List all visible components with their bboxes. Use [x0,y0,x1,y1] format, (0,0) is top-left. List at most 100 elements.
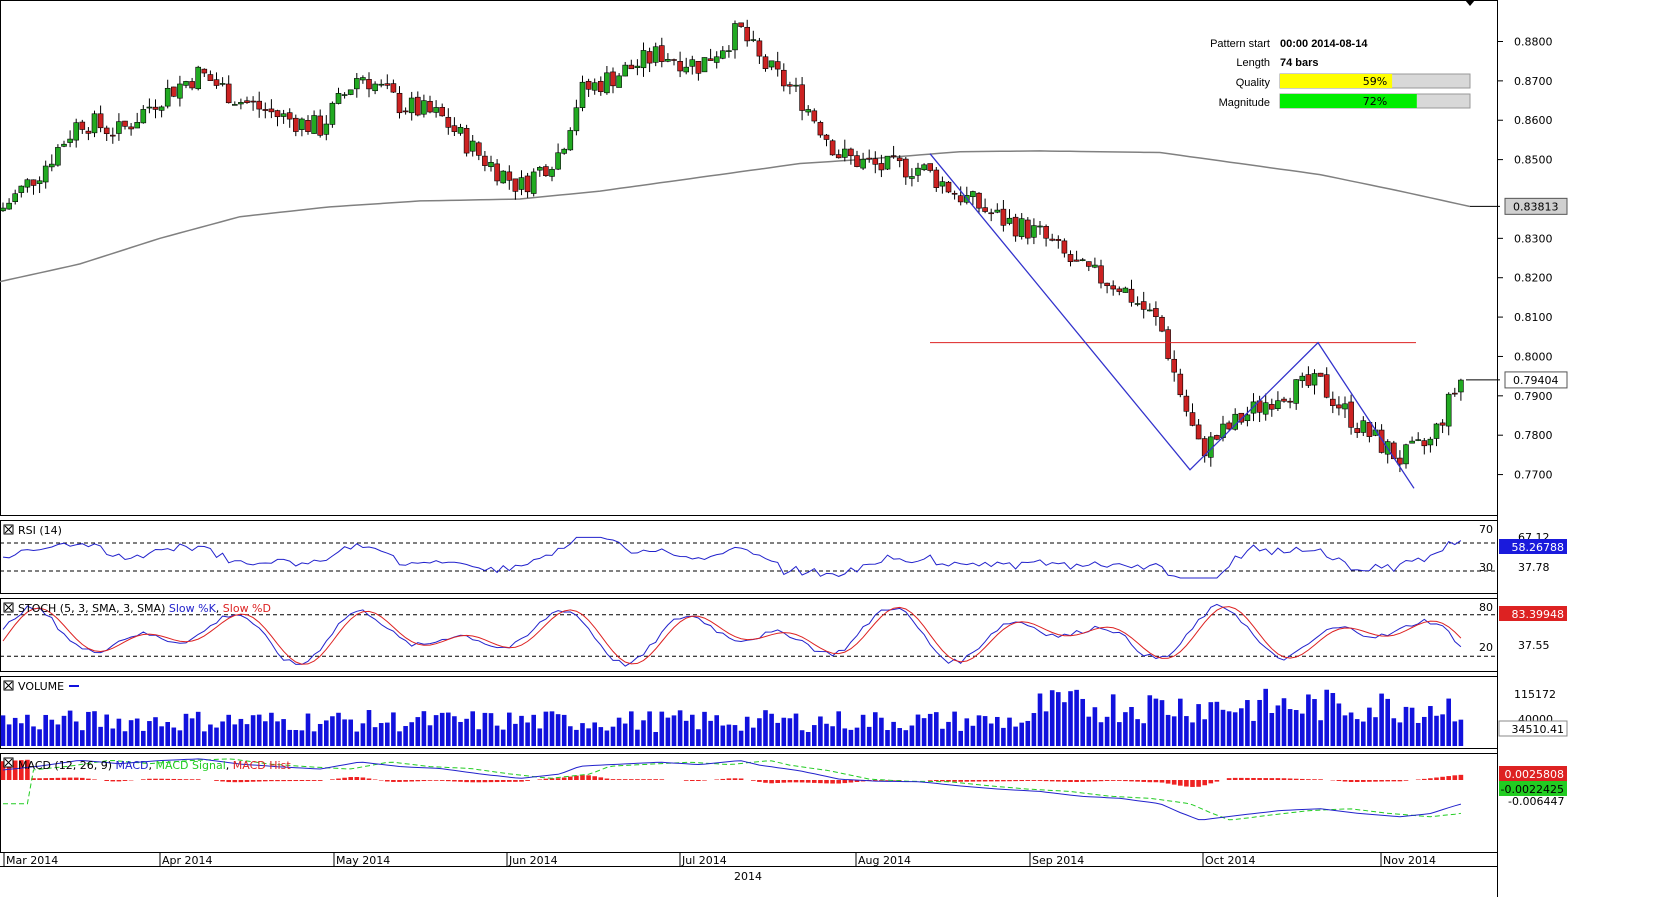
candle-body [634,65,641,68]
rsi-mid-label: 37.78 [1518,561,1550,574]
macd-hist-bar [580,775,585,780]
candle-body [225,83,232,104]
rsi-close-icon-x [4,525,13,534]
volume-bar [1275,705,1281,746]
volume-bar [305,713,311,746]
candle-body [219,83,226,85]
macd-hist-bar [793,780,799,783]
stoch-label: STOCH (5, 3, SMA, 3, SMA) [18,602,165,615]
macd-hist-bar [305,780,311,781]
macd-hist-bar [775,780,780,783]
volume-bar [195,711,201,746]
volume-bar [427,725,433,746]
candle-body [982,207,988,212]
macd-hist-bar [1074,780,1079,782]
candle-body [195,66,201,90]
candle-body [329,102,336,125]
candle-body [1171,358,1177,373]
candle-body [42,165,49,183]
macd-hist-bar [1275,778,1281,780]
candle-body [439,107,446,117]
candle-body [512,178,519,192]
macd-hist-bar [1281,778,1287,780]
volume-bar [86,711,91,746]
candle-body [1433,423,1440,439]
macd-hist-bar [1226,778,1232,780]
macd-hist-bar [738,778,744,780]
candle-body [1323,374,1330,398]
volume-bar [61,715,67,746]
macd-hist-bar [952,780,957,782]
macd-hist-bar [336,778,341,780]
macd-hist-bar [43,778,48,780]
macd-hist-bar [1239,777,1244,780]
candle-body [829,140,836,156]
volume-bar [903,730,909,746]
macd-hist-bar [1184,780,1189,787]
candle-body [164,87,171,107]
macd-hist-bar [195,779,201,780]
volume-bar [1269,712,1275,746]
macd-value2: -0.0022425 [1501,783,1564,796]
macd-hist-bar [397,780,402,782]
volume-bar [433,715,439,746]
candle-body [726,50,732,52]
candle-body [933,169,940,188]
price-tick-label: 0.8700 [1514,75,1553,88]
macd-hist-bar [446,780,451,782]
macd-hist-bar [592,776,597,780]
volume-bar [561,714,567,746]
macd-hist-bar [1354,780,1360,783]
candle-body [238,102,244,105]
candle-body [915,167,921,176]
candle-body [274,110,281,118]
macd-hist-bar [1049,780,1055,782]
volume-bar [189,718,195,746]
price-tick-label: 0.7800 [1514,429,1553,442]
volume-bar [348,719,353,746]
volume-bar [1415,722,1421,746]
macd-hist-bar [1361,780,1366,782]
macd-hist-bar [189,779,195,780]
volume-bar [1031,713,1037,746]
macd-hist-bar [1415,779,1421,780]
candle-body [475,142,482,156]
volume-bar [775,722,780,746]
volume-bar [690,714,695,746]
volume-bar [43,714,48,746]
candle-body [579,81,586,108]
macd-hist-bar [854,780,860,782]
macd-hist-bar [604,778,610,780]
volume-bar [98,726,103,746]
month-label: Aug 2014 [858,854,911,867]
candle-body [683,66,690,73]
volume-bar [104,714,109,746]
length-value: 74 bars [1280,57,1319,69]
candle-body [347,89,354,95]
macd-hist-bar [970,780,976,782]
macd-hist-bar [476,780,482,783]
candle-body [970,191,976,198]
macd-hist-bar [836,780,841,784]
candle-body [878,163,885,171]
candle-body [1238,412,1245,423]
volume-bar [1379,693,1384,746]
volume-bar [879,717,884,746]
candle-body [909,176,915,179]
macd-hist-bar [818,780,823,784]
volume-bar [641,720,646,746]
macd-hist-bar [641,779,646,780]
macd-hist-bar [342,777,347,780]
candle-body [854,155,860,167]
candle-body [713,56,720,63]
volume-bar [568,726,573,746]
macd-hist-bar [12,760,18,780]
candle-body [1086,261,1092,267]
candle-body [1189,412,1196,426]
volume-bar [183,713,189,746]
volume-bar [873,712,878,746]
macd-signal-line [3,758,1461,821]
macd-hist-bar [1190,780,1195,787]
macd-hist-bar [982,780,988,782]
candle-body [1366,422,1373,437]
